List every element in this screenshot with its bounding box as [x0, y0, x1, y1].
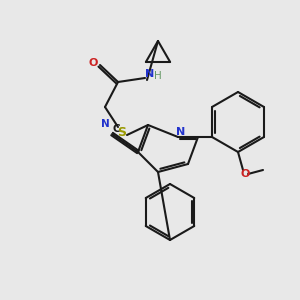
Text: N: N	[146, 69, 154, 79]
Text: H: H	[154, 71, 162, 81]
Text: S: S	[118, 125, 127, 139]
Text: C: C	[112, 124, 120, 134]
Text: O: O	[240, 169, 250, 179]
Text: N: N	[100, 119, 109, 129]
Text: N: N	[176, 127, 186, 137]
Text: O: O	[88, 58, 98, 68]
